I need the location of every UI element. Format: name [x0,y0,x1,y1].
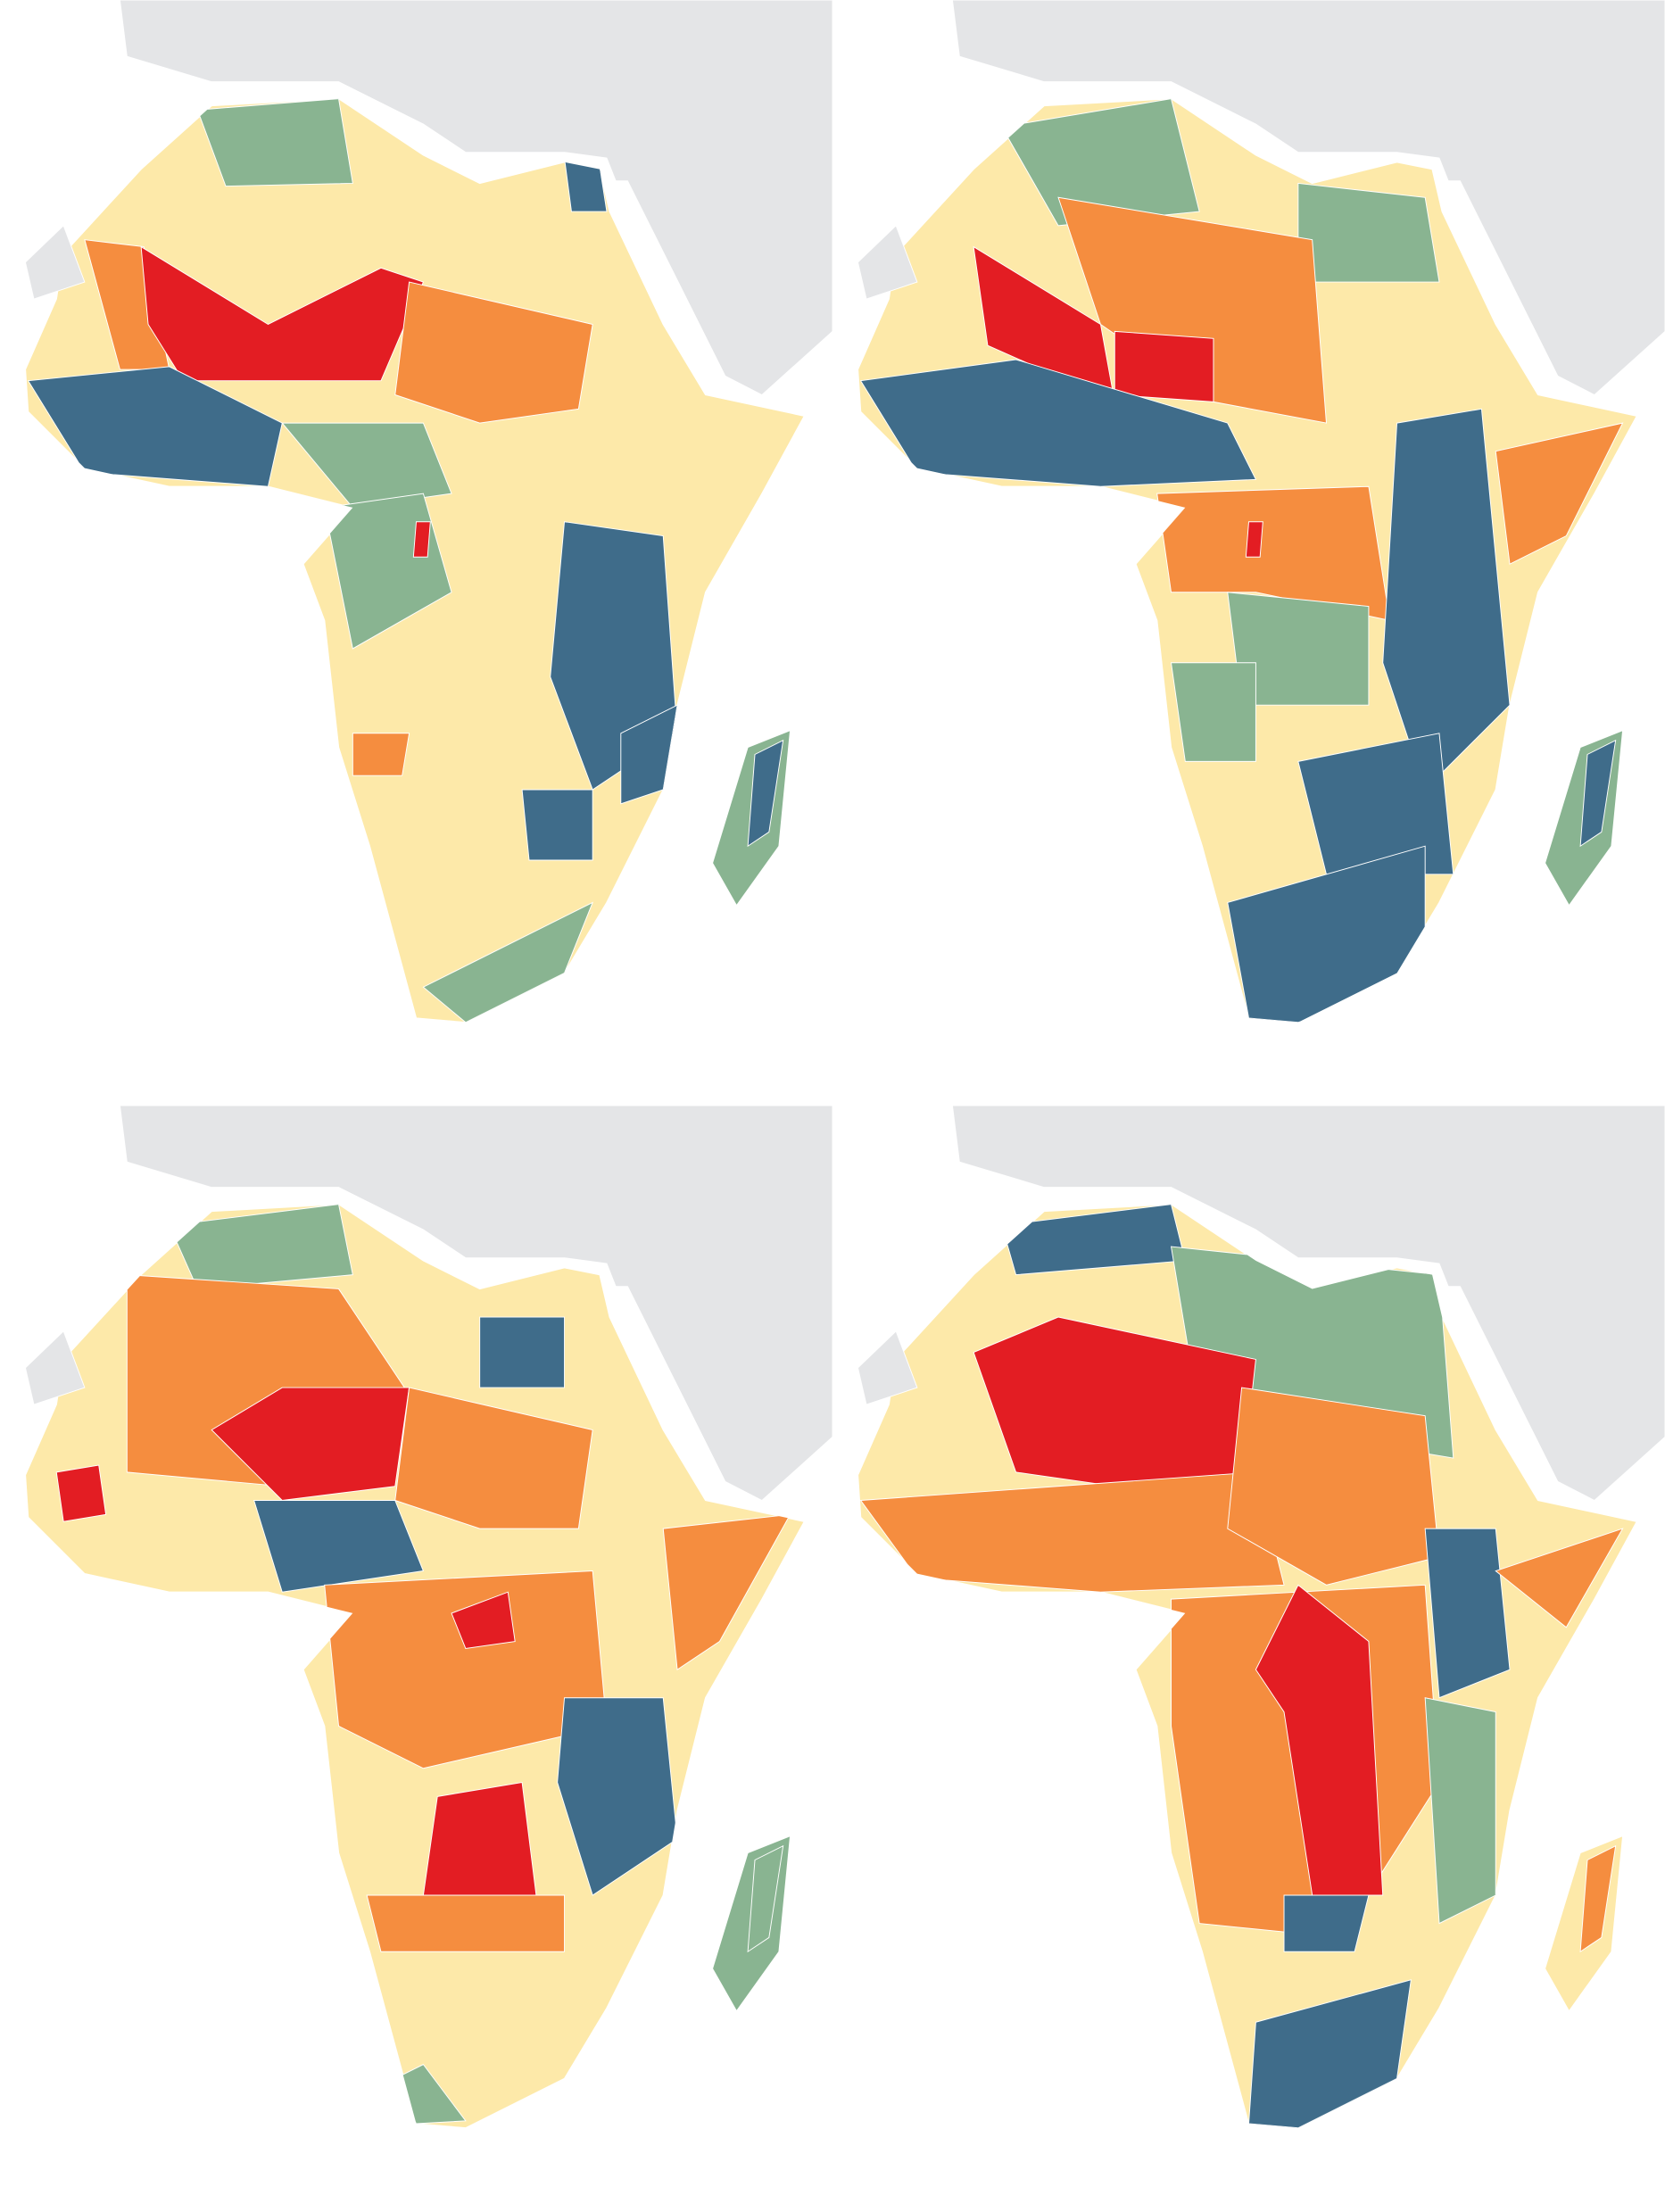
region [1495,422,1624,565]
map-panel [0,1106,832,2211]
other-land [24,225,86,300]
region [557,1697,678,1896]
region [1382,408,1511,791]
region [281,422,452,509]
region [412,521,431,558]
other-land [857,225,918,300]
region [1057,196,1327,424]
region [1424,1697,1496,1925]
region [394,281,593,424]
other-land [24,1330,86,1405]
region [1495,1528,1624,1628]
region [662,1513,791,1670]
region [394,1387,593,1529]
region [1227,1387,1440,1586]
region [27,366,283,487]
region [196,98,353,187]
region [1283,1894,1370,1952]
region [1170,662,1256,762]
region [620,704,678,805]
sea [603,180,737,412]
map-panel [832,0,1665,1106]
region [1297,733,1454,875]
other-land [951,1106,1665,1502]
regions [55,1204,791,2125]
regions [859,98,1624,1023]
region [140,245,425,382]
map-panel [0,0,832,1106]
sea [1436,1286,1570,1518]
region [394,2064,467,2125]
region [1424,1528,1511,1699]
region [1001,98,1200,227]
region [1114,330,1214,402]
region [747,1844,784,1953]
other-land [951,0,1665,396]
regions [859,1204,1624,2128]
region [169,1204,353,1289]
region [1245,521,1263,558]
region [451,1591,516,1649]
region [1579,739,1617,848]
region [422,901,594,1023]
region [1579,1844,1617,1953]
other-land [857,1330,918,1405]
region [324,1570,608,1769]
region [1297,182,1440,283]
regions [27,98,678,1023]
region [253,1500,425,1593]
other-land [119,0,832,396]
region [747,739,784,848]
region [55,1464,107,1522]
region [352,733,410,776]
region [479,1316,566,1388]
sea [603,1286,737,1518]
sea [1436,180,1570,412]
map-panel [832,1106,1665,2211]
region [521,789,593,861]
region [211,1387,410,1501]
other-land [119,1106,832,1502]
region [422,1782,537,1896]
region [366,1894,566,1952]
